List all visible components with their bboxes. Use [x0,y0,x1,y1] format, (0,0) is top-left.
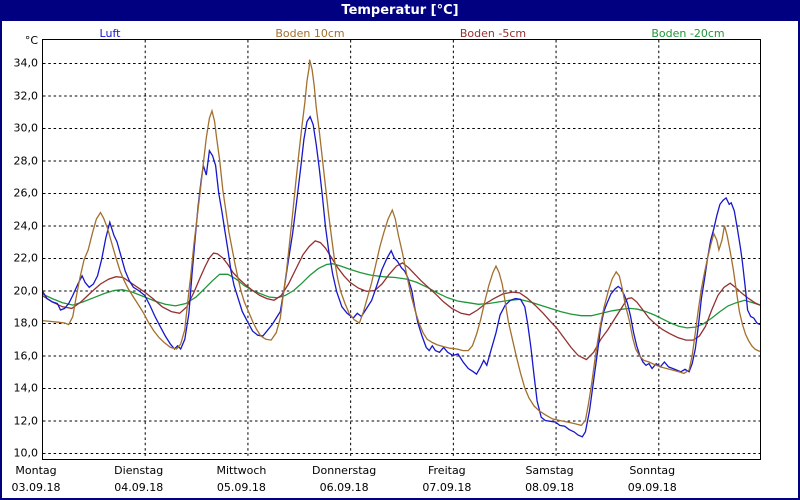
legend-item-luft: Luft [99,27,121,40]
y-tick-label: 26,0 [13,186,39,200]
legend-item-boden-5cm: Boden -5cm [459,27,527,40]
temperature-chart [42,39,761,460]
y-tick-label: 20,0 [13,284,39,297]
day-name-label: Mittwoch [216,464,267,477]
day-name-label: Freitag [428,464,466,477]
plot-border [42,39,761,460]
y-tick-label: 12,0 [13,414,39,427]
series-line-boden-20cm [42,263,761,329]
window-border-bottom [0,498,800,500]
y-tick-label: 30,0 [13,121,39,135]
y-tick-label: 18,0 [13,316,39,330]
day-name-label: Dienstag [114,464,164,477]
day-name-label: Sonntag [629,464,676,477]
y-axis-unit-label: °C [24,34,38,47]
legend-item-boden-10cm: Boden 10cm [275,27,345,40]
day-date-label: 07.09.18 [422,481,472,494]
day-date-label: 06.09.18 [319,481,369,494]
legend-item-boden-20cm: Boden -20cm [651,27,725,40]
y-tick-label: 22,0 [13,251,39,265]
y-tick-label: 24,0 [13,219,39,232]
series-line-boden-10cm [42,59,761,427]
day-name-label: Donnerstag [312,464,377,477]
day-date-label: 08.09.18 [525,481,575,494]
day-date-label: 03.09.18 [11,481,61,494]
y-tick-label: 10,0 [13,446,39,460]
y-tick-label: 14,0 [13,381,39,395]
window-border-right [798,21,800,500]
day-date-label: 04.09.18 [114,481,164,494]
y-tick-label: 28,0 [13,154,39,167]
y-tick-label: 32,0 [13,89,39,102]
window-title: Temperatur [°C] [341,3,459,18]
y-tick-label: 34,0 [13,56,39,70]
window-border-left [0,21,2,500]
day-name-label: Montag [15,464,57,477]
day-date-label: 09.09.18 [627,481,677,494]
day-date-label: 05.09.18 [216,481,266,494]
day-name-label: Samstag [525,464,574,477]
title-bar: Temperatur [°C] [0,0,800,21]
y-tick-label: 16,0 [13,349,39,362]
